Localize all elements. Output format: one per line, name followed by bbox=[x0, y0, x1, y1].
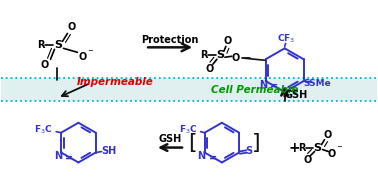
Text: N: N bbox=[260, 80, 268, 90]
Text: N: N bbox=[54, 151, 62, 161]
Text: F$_3$C: F$_3$C bbox=[180, 123, 198, 136]
Text: CF$_3$: CF$_3$ bbox=[277, 32, 296, 45]
Text: O: O bbox=[224, 36, 232, 46]
Text: $^-$: $^-$ bbox=[335, 145, 344, 155]
Text: S: S bbox=[216, 50, 224, 60]
Bar bbox=[1, 78, 377, 101]
Text: S: S bbox=[313, 143, 322, 153]
Text: O: O bbox=[67, 23, 76, 33]
Text: $^-$: $^-$ bbox=[86, 48, 94, 58]
Text: O: O bbox=[304, 155, 312, 165]
Text: S: S bbox=[246, 146, 253, 156]
Text: O: O bbox=[323, 130, 332, 140]
Text: N: N bbox=[198, 151, 206, 161]
Text: O: O bbox=[206, 64, 214, 74]
Text: ]: ] bbox=[251, 133, 260, 153]
Text: O: O bbox=[78, 52, 87, 62]
Text: SSMe: SSMe bbox=[304, 79, 332, 88]
Text: SH: SH bbox=[101, 146, 116, 156]
Text: [: [ bbox=[187, 133, 196, 153]
Text: Protection: Protection bbox=[141, 35, 199, 45]
Text: R: R bbox=[298, 143, 305, 153]
Text: =: = bbox=[270, 81, 278, 91]
Text: F$_3$C: F$_3$C bbox=[34, 123, 53, 136]
Text: R: R bbox=[200, 50, 208, 60]
Text: S: S bbox=[54, 40, 62, 50]
Text: O: O bbox=[327, 149, 336, 159]
Text: =: = bbox=[209, 153, 217, 163]
Text: R: R bbox=[37, 40, 44, 50]
Text: =: = bbox=[65, 153, 73, 163]
Text: +: + bbox=[289, 141, 301, 155]
Text: Impermeable: Impermeable bbox=[77, 77, 153, 87]
Text: GSH: GSH bbox=[285, 90, 308, 100]
Text: GSH: GSH bbox=[158, 134, 182, 144]
Text: O: O bbox=[232, 53, 240, 63]
Text: Cell Permeable: Cell Permeable bbox=[211, 85, 299, 95]
Text: O: O bbox=[40, 60, 49, 70]
